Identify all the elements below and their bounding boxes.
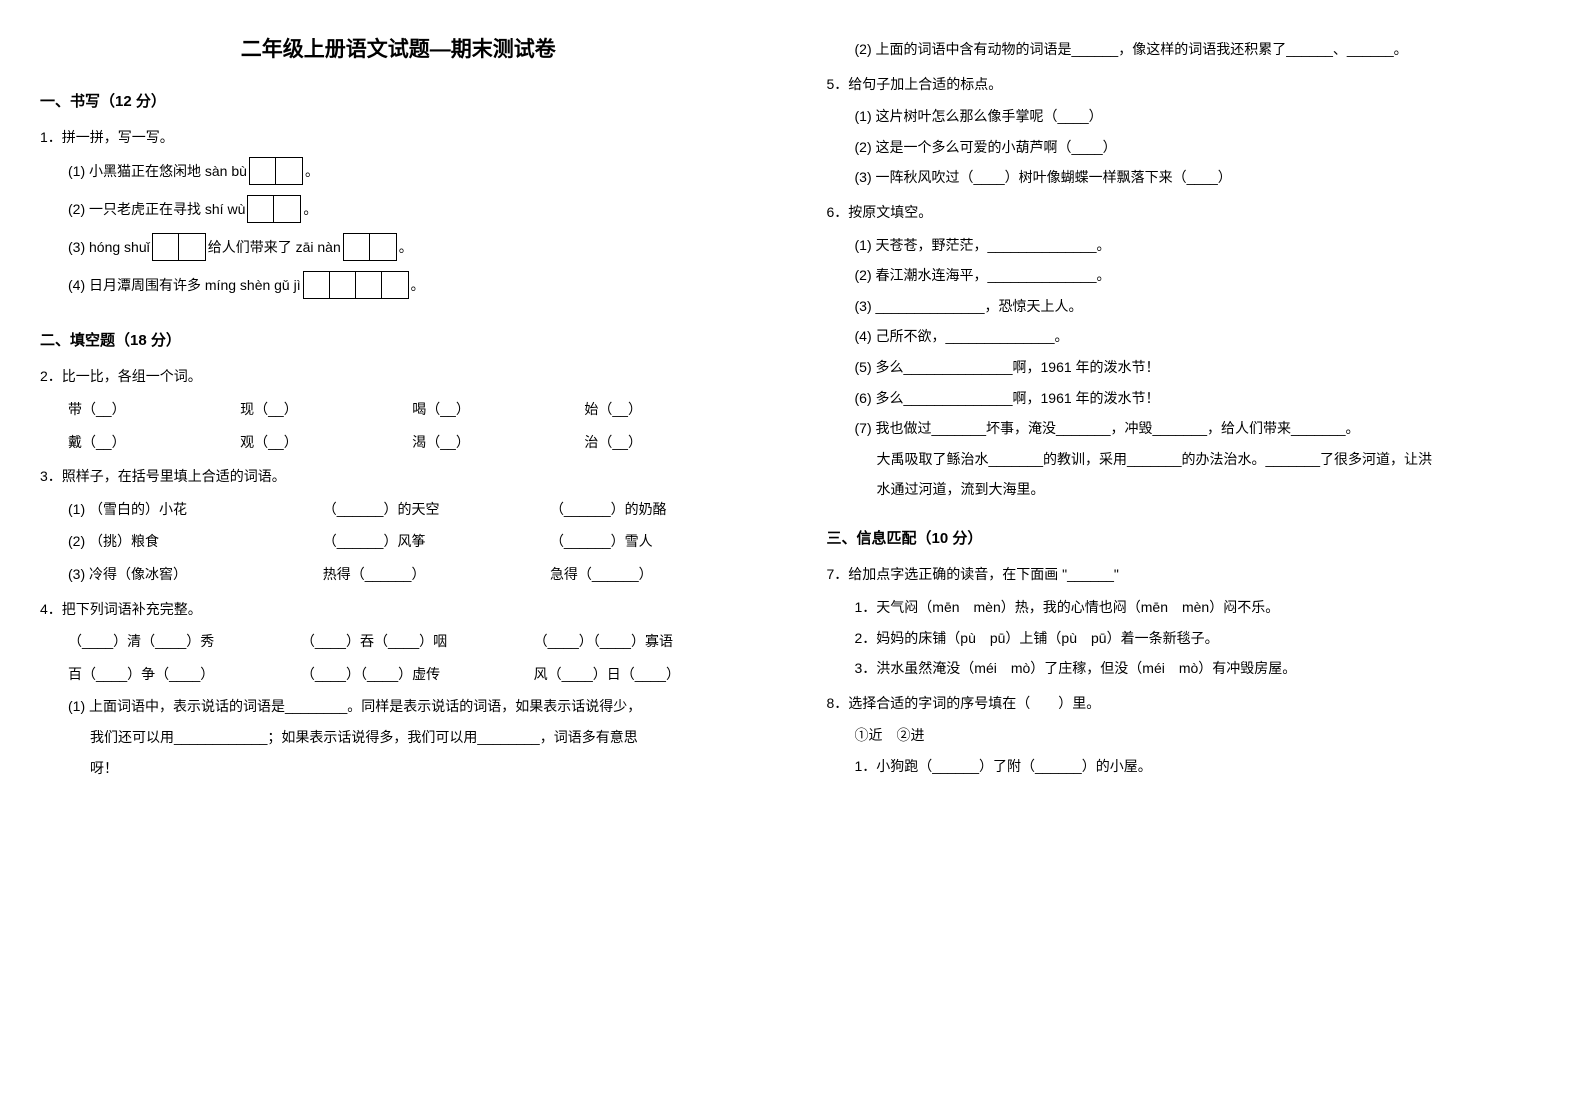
- char-box-2[interactable]: [247, 195, 301, 223]
- char-box-2[interactable]: [152, 233, 206, 261]
- q1-stem: 1．拼一拼，写一写。: [40, 124, 757, 151]
- q5-1: (1) 这片树叶怎么那么像手掌呢（____）: [827, 103, 1544, 130]
- left-column: 二年级上册语文试题—期末测试卷 一、书写（12 分） 1．拼一拼，写一写。 (1…: [40, 30, 757, 785]
- q6-7a: (7) 我也做过_______坏事，淹没_______，冲毁_______，给人…: [827, 415, 1544, 442]
- q1-2-text: (2) 一只老虎正在寻找 shí wù: [68, 196, 245, 223]
- q6-2: (2) 春江潮水连海平，______________。: [827, 262, 1544, 289]
- q6-4: (4) 己所不欲，______________。: [827, 323, 1544, 350]
- q6-7b: 大禹吸取了鲧治水_______的教训，采用_______的办法治水。______…: [827, 446, 1544, 473]
- q4-2: (2) 上面的词语中含有动物的词语是______，像这样的词语我还积累了____…: [827, 36, 1544, 63]
- q1-2: (2) 一只老虎正在寻找 shí wù 。: [40, 195, 757, 223]
- q4-stem: 4．把下列词语补充完整。: [40, 596, 757, 623]
- q5-2: (2) 这是一个多么可爱的小葫芦啊（____）: [827, 134, 1544, 161]
- exam-page: 二年级上册语文试题—期末测试卷 一、书写（12 分） 1．拼一拼，写一写。 (1…: [40, 30, 1543, 785]
- section-2-head: 二、填空题（18 分）: [40, 327, 757, 356]
- q3-cell: (2) （挑）粮食: [68, 528, 323, 555]
- section-3-head: 三、信息匹配（10 分）: [827, 525, 1544, 554]
- pair-cell: 带（__）: [68, 396, 240, 423]
- q3-cell: （______）风筝: [323, 528, 550, 555]
- q1-1-text: (1) 小黑猫正在悠闲地 sàn bù: [68, 158, 247, 185]
- q8-stem: 8．选择合适的字词的序号填在（ ）里。: [827, 690, 1544, 717]
- pair-cell: 始（__）: [584, 396, 756, 423]
- q5-3: (3) 一阵秋风吹过（____）树叶像蝴蝶一样飘落下来（____）: [827, 164, 1544, 191]
- q5-stem: 5．给句子加上合适的标点。: [827, 71, 1544, 98]
- right-column: (2) 上面的词语中含有动物的词语是______，像这样的词语我还积累了____…: [827, 30, 1544, 785]
- q3-cell: 热得（______）: [323, 561, 550, 588]
- char-box-4[interactable]: [303, 271, 409, 299]
- q1-4-text: (4) 日月潭周围有许多 míng shèn gǔ jì: [68, 272, 301, 299]
- q3-row-3: (3) 冷得（像冰窖） 热得（______） 急得（______）: [40, 561, 757, 588]
- pair-cell: 渴（__）: [412, 429, 584, 456]
- q4-row-2: 百（____）争（____） （____）（____）虚传 风（____）日（_…: [40, 661, 757, 688]
- q3-cell: （______）的奶酪: [550, 496, 757, 523]
- idiom-cell: 风（____）日（____）: [534, 661, 757, 688]
- idiom-cell: （____）（____）虚传: [301, 661, 524, 688]
- q8-1: 1．小狗跑（______）了附（______）的小屋。: [827, 753, 1544, 780]
- q3-cell: (1) （雪白的）小花: [68, 496, 323, 523]
- q1-3-text-b: 给人们带来了 zāi nàn: [208, 234, 341, 261]
- q6-7c: 水通过河道，流到大海里。: [827, 476, 1544, 503]
- q1-3-end: 。: [399, 234, 413, 261]
- q1-3: (3) hóng shuǐ 给人们带来了 zāi nàn 。: [40, 233, 757, 261]
- pair-cell: 戴（__）: [68, 429, 240, 456]
- q6-stem: 6．按原文填空。: [827, 199, 1544, 226]
- pair-cell: 治（__）: [584, 429, 756, 456]
- section-1-head: 一、书写（12 分）: [40, 88, 757, 117]
- q3-stem: 3．照样子，在括号里填上合适的词语。: [40, 463, 757, 490]
- q1-4-end: 。: [411, 272, 425, 299]
- q7-2: 2．妈妈的床铺（pù pū）上铺（pù pū）着一条新毯子。: [827, 625, 1544, 652]
- q3-cell: （______）的天空: [323, 496, 550, 523]
- q7-3: 3．洪水虽然淹没（méi mò）了庄稼，但没（méi mò）有冲毁房屋。: [827, 655, 1544, 682]
- q7-stem: 7．给加点字选正确的读音，在下面画 "______": [827, 561, 1544, 588]
- idiom-cell: 百（____）争（____）: [68, 661, 291, 688]
- idiom-cell: （____）吞（____）咽: [301, 628, 524, 655]
- q6-1: (1) 天苍苍，野茫茫，______________。: [827, 232, 1544, 259]
- q1-1: (1) 小黑猫正在悠闲地 sàn bù 。: [40, 157, 757, 185]
- pair-cell: 现（__）: [240, 396, 412, 423]
- pair-cell: 观（__）: [240, 429, 412, 456]
- q7-1: 1．天气闷（mēn mèn）热，我的心情也闷（mēn mèn）闷不乐。: [827, 594, 1544, 621]
- q6-6: (6) 多么______________啊，1961 年的泼水节！: [827, 385, 1544, 412]
- q3-cell: （______）雪人: [550, 528, 757, 555]
- exam-title: 二年级上册语文试题—期末测试卷: [40, 30, 757, 70]
- pair-cell: 喝（__）: [412, 396, 584, 423]
- q2-stem: 2．比一比，各组一个词。: [40, 363, 757, 390]
- q1-3-text-a: (3) hóng shuǐ: [68, 234, 150, 261]
- q2-row-1: 带（__） 现（__） 喝（__） 始（__）: [40, 396, 757, 423]
- idiom-cell: （____）清（____）秀: [68, 628, 291, 655]
- q6-5: (5) 多么______________啊，1961 年的泼水节！: [827, 354, 1544, 381]
- q1-2-end: 。: [303, 196, 317, 223]
- q4-1b: 我们还可以用____________；如果表示话说得多，我们可以用_______…: [40, 724, 757, 751]
- q4-1a: (1) 上面词语中，表示说话的词语是________。同样是表示说话的词语，如果…: [40, 693, 757, 720]
- q2-row-2: 戴（__） 观（__） 渴（__） 治（__）: [40, 429, 757, 456]
- q3-row-1: (1) （雪白的）小花 （______）的天空 （______）的奶酪: [40, 496, 757, 523]
- q6-3: (3) ______________，恐惊天上人。: [827, 293, 1544, 320]
- q4-1c: 呀！: [40, 755, 757, 782]
- q4-row-1: （____）清（____）秀 （____）吞（____）咽 （____）（___…: [40, 628, 757, 655]
- char-box-2[interactable]: [249, 157, 303, 185]
- q3-cell: 急得（______）: [550, 561, 757, 588]
- q3-cell: (3) 冷得（像冰窖）: [68, 561, 323, 588]
- q8-options: ①近 ②进: [827, 722, 1544, 749]
- q3-row-2: (2) （挑）粮食 （______）风筝 （______）雪人: [40, 528, 757, 555]
- char-box-2[interactable]: [343, 233, 397, 261]
- q1-1-end: 。: [305, 158, 319, 185]
- idiom-cell: （____）（____）寡语: [534, 628, 757, 655]
- q1-4: (4) 日月潭周围有许多 míng shèn gǔ jì 。: [40, 271, 757, 299]
